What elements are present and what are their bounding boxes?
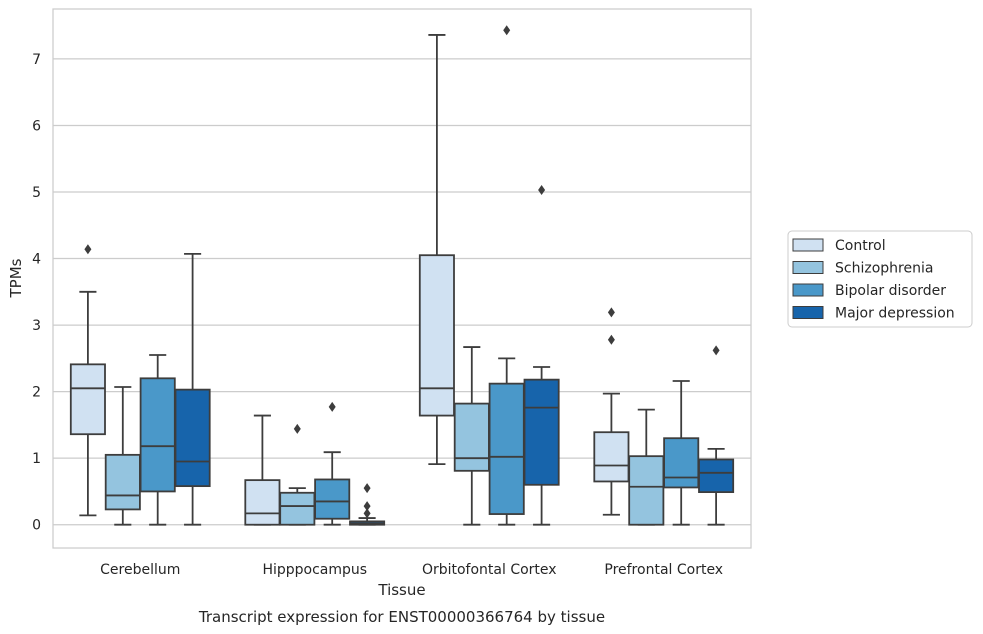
legend-item: Bipolar disorder [792,283,946,299]
plot-frame [52,8,752,549]
box-major-depression [349,483,386,526]
outlier-point [607,307,615,318]
box-control [69,244,106,517]
box-iqr [244,479,281,526]
y-tick-label: 2 [32,385,41,401]
box-iqr [104,453,141,511]
outlier-point [293,423,301,434]
box-bipolar-disorder [314,401,351,526]
outlier-point [363,501,371,512]
box-iqr [488,382,525,515]
legend-label: Schizophrenia [835,261,933,277]
box-iqr [698,458,735,494]
y-tick-label: 5 [32,185,41,201]
x-tick-label: Cerebellum [100,562,180,578]
outlier-point [538,184,546,195]
box-iqr [314,478,351,520]
outlier-point [84,244,92,255]
box-control [244,414,281,526]
y-tick-label: 6 [32,118,41,134]
legend-label: Bipolar disorder [835,283,946,299]
legend-frame [787,230,973,328]
box-iqr [139,377,176,493]
x-axis-label: Tissue [377,581,425,599]
legend: Control Schizophrenia Bipolar disorder Majo… [787,230,973,328]
y-tick-labels: 0 1 2 3 4 5 6 7 [32,52,41,534]
chart-caption: Transcript expression for ENST0000036676… [198,608,605,626]
box-major-depression [174,252,211,526]
box-iqr [69,363,106,436]
box-iqr [279,491,316,526]
legend-item: Major depression [792,306,955,322]
box-bipolar-disorder [139,354,176,526]
box-iqr [174,388,211,488]
box-iqr [523,378,560,486]
y-tick-label: 7 [32,52,41,68]
box-iqr [593,431,630,483]
legend-swatch [792,261,824,274]
outlier-point [607,334,615,345]
outlier-point [503,25,511,36]
box-control [418,34,455,466]
y-tick-label: 4 [32,252,41,268]
outlier-point [712,345,720,356]
box-control [593,307,630,516]
outlier-point [328,401,336,412]
boxes [69,25,735,526]
x-tick-labels: Cerebellum Hipppocampus Orbitofontal Corte… [100,562,723,578]
y-axis-label: TPMs [7,258,25,298]
legend-swatch [792,238,824,252]
box-major-depression [523,184,560,526]
box-major-depression [698,345,735,526]
x-tick-label: Orbitofontal Cortex [422,562,557,578]
legend-label: Control [835,238,886,254]
legend-item: Control [792,238,886,254]
y-tick-label: 0 [32,518,41,534]
x-tick-label: Prefrontal Cortex [604,562,723,578]
box-iqr [663,437,700,489]
legend-item: Schizophrenia [792,261,933,277]
box-iqr [628,455,665,526]
box-bipolar-disorder [663,380,700,526]
legend-label: Major depression [835,306,955,322]
legend-swatch [792,306,824,319]
outlier-point [363,483,371,494]
y-tick-label: 3 [32,318,41,334]
x-tick-label: Hipppocampus [262,562,367,578]
outlier-point [363,508,371,519]
legend-swatch [792,283,824,297]
box-iqr [453,402,490,472]
y-tick-label: 1 [32,451,41,467]
box-schizophrenia [628,408,665,526]
box-iqr [418,254,455,417]
box-bipolar-disorder [488,25,525,526]
box-schizophrenia [104,386,141,526]
